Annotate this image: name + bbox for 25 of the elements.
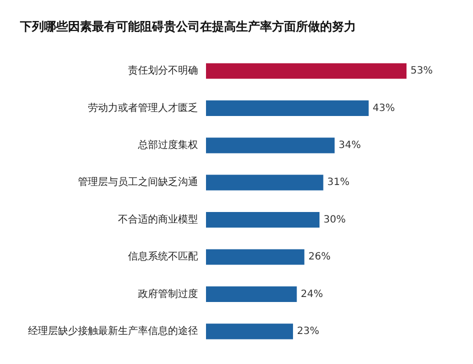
y-tick-label: 总部过度集权 <box>137 138 198 151</box>
chart-title: 下列哪些因素最有可能阻碍贵公司在提高生产率方面所做的努力 <box>19 19 356 34</box>
y-tick-label: 经理层缺少接触最新生产率信息的途径 <box>28 324 198 337</box>
data-label: 43% <box>372 102 395 114</box>
y-tick-label: 劳动力或者管理人才匮乏 <box>88 102 198 114</box>
y-tick-label: 信息系统不匹配 <box>128 250 198 263</box>
bar <box>206 100 369 116</box>
data-label: 26% <box>308 252 331 263</box>
data-label: 24% <box>300 288 324 300</box>
data-label: 30% <box>324 214 346 226</box>
bar <box>206 324 294 340</box>
bar <box>206 249 304 265</box>
y-tick-label: 不合适的商业模型 <box>118 213 198 226</box>
data-label: 31% <box>327 177 350 188</box>
bar <box>206 286 297 302</box>
data-label: 34% <box>338 140 361 151</box>
bar <box>206 174 324 190</box>
y-tick-label: 责任划分不明确 <box>128 64 198 77</box>
data-label: 53% <box>410 66 433 77</box>
bar <box>206 138 335 154</box>
bar <box>206 212 320 228</box>
y-tick-label: 政府管制过度 <box>138 288 198 300</box>
bar <box>206 63 407 79</box>
y-tick-label: 管理层与员工之间缺乏沟通 <box>78 176 198 188</box>
data-label: 23% <box>297 326 320 337</box>
